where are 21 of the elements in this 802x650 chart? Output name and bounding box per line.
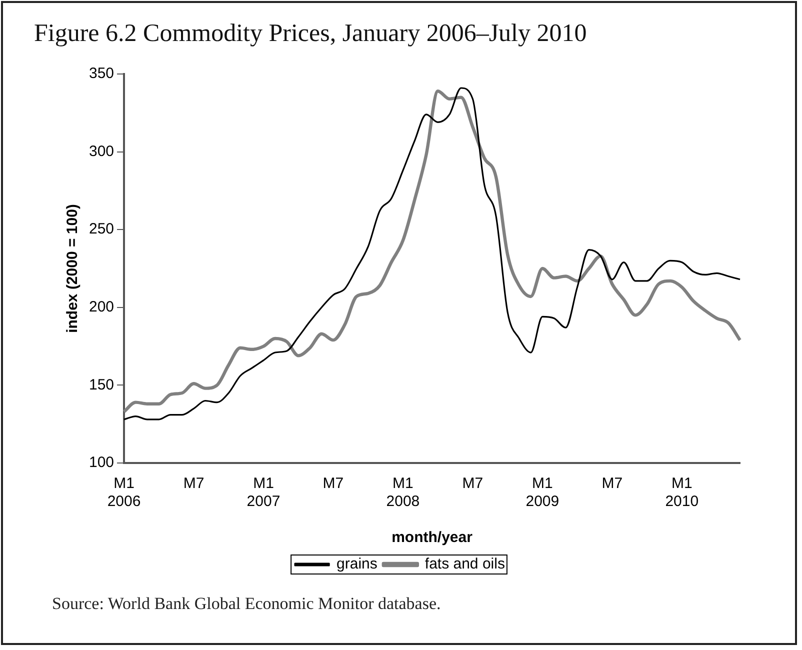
x-tick-label: M7 xyxy=(462,475,484,492)
x-tick-label: M1 2008 xyxy=(386,475,420,510)
y-tick-label: 250 xyxy=(88,220,114,238)
source-note: Source: World Bank Global Economic Monitor database. xyxy=(52,594,441,614)
y-axis-title: index (2000 = 100) xyxy=(64,204,82,333)
y-tick-label: 200 xyxy=(88,298,114,316)
y-tick-label: 150 xyxy=(88,376,114,394)
x-tick-label: M1 2010 xyxy=(665,475,699,510)
x-tick-label: M1 2009 xyxy=(526,475,560,510)
legend-label: fats and oils xyxy=(424,556,505,573)
y-tick-label: 300 xyxy=(88,142,114,160)
x-tick-label: M1 2007 xyxy=(246,475,280,510)
legend-label: grains xyxy=(336,556,378,573)
x-tick-label: M1 2006 xyxy=(107,475,141,510)
x-tick-label: M7 xyxy=(602,475,623,492)
y-tick-label: 350 xyxy=(88,65,114,82)
x-tick-label: M7 xyxy=(183,475,204,492)
x-axis-title: month/year xyxy=(392,529,473,546)
chart-title: Figure 6.2 Commodity Prices, January 2006–July 2010 xyxy=(34,20,587,48)
y-tick-label: 100 xyxy=(88,454,114,472)
x-tick-label: M7 xyxy=(322,475,344,492)
